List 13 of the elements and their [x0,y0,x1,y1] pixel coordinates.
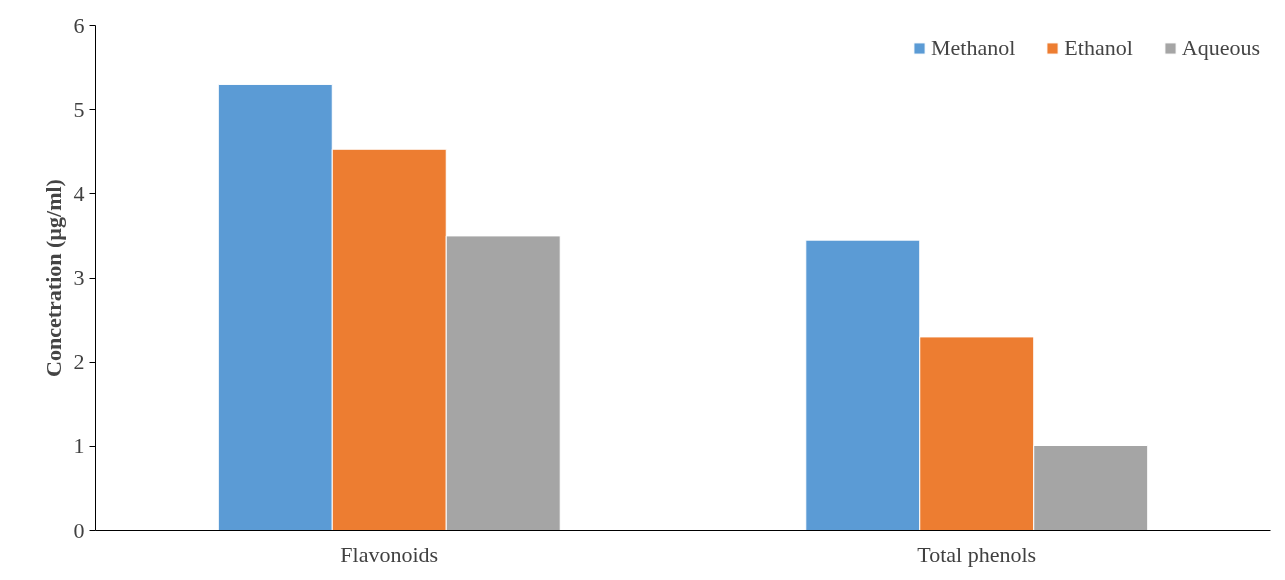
x-tick-label: Total phenols [917,541,1037,567]
y-axis-title: Concetration (µg/ml) [40,179,66,377]
y-tick-label: 5 [73,96,85,122]
y-tick-label: 1 [73,433,85,459]
y-tick-label: 3 [73,265,85,290]
x-tick-label: Flavonoids [340,541,439,567]
y-tick-label: 2 [73,349,85,375]
legend-label: Aqueous [1181,35,1260,61]
legend-label: Ethanol [1064,35,1133,61]
y-tick-label: 0 [73,517,85,543]
legend-label: Methanol [931,35,1016,61]
y-tick-label: 6 [73,12,85,38]
y-tick-label: 4 [73,180,85,206]
